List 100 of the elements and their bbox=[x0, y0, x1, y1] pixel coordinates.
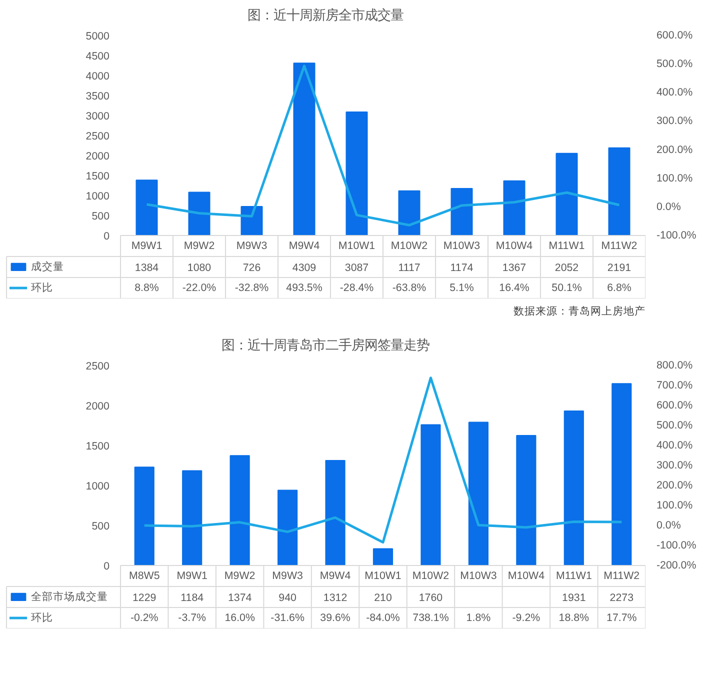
y-tick-label: 0 bbox=[104, 230, 110, 242]
data-label: 1760 bbox=[418, 592, 443, 604]
source-note: 数据来源：青岛网上房地产 bbox=[514, 304, 646, 318]
data-label: -3.7% bbox=[178, 612, 207, 624]
y-tick-label: 3500 bbox=[86, 90, 110, 102]
y-tick-label: 2500 bbox=[86, 360, 110, 372]
bar bbox=[608, 147, 630, 236]
y2-tick-label: -200.0% bbox=[656, 560, 697, 572]
line-series bbox=[143, 376, 623, 544]
data-label: 1931 bbox=[562, 592, 586, 604]
x-tick-label: M11W1 bbox=[556, 570, 592, 582]
data-label: 738.1% bbox=[412, 612, 450, 624]
x-tick-label: M10W3 bbox=[460, 570, 497, 582]
data-label: 4309 bbox=[292, 262, 316, 274]
bar bbox=[420, 424, 441, 566]
data-label: 1367 bbox=[502, 262, 526, 274]
x-tick-label: M9W3 bbox=[272, 570, 304, 582]
y2-tick-label: 600.0% bbox=[656, 400, 694, 412]
x-tick-label: M10W4 bbox=[496, 240, 533, 252]
y-tick-label: 0 bbox=[104, 560, 110, 572]
line-series bbox=[146, 64, 620, 226]
data-label: 1117 bbox=[398, 262, 420, 274]
y2-tick-label: -100.0% bbox=[656, 540, 697, 552]
legend-label: 环比 bbox=[31, 610, 53, 626]
x-tick-label: M9W1 bbox=[131, 240, 162, 252]
data-label: 16.0% bbox=[224, 612, 256, 624]
data-label: 2052 bbox=[554, 262, 579, 274]
y-tick-label: 1500 bbox=[86, 170, 110, 182]
y-tick-label: 2500 bbox=[86, 130, 110, 142]
y2-tick-label: -100.0% bbox=[656, 230, 697, 242]
data-label: 6.8% bbox=[607, 282, 632, 294]
x-tick-label: M9W3 bbox=[236, 240, 268, 252]
y-tick-label: 500 bbox=[92, 210, 110, 222]
x-tick-label: M10W3 bbox=[443, 240, 480, 252]
data-label: 493.5% bbox=[286, 282, 323, 294]
x-tick-label: M11W1 bbox=[548, 240, 585, 252]
data-label: -0.2% bbox=[130, 612, 159, 624]
bar bbox=[182, 470, 202, 566]
data-label: 18.8% bbox=[558, 612, 590, 624]
data-label: 1374 bbox=[228, 592, 252, 604]
bar bbox=[468, 422, 488, 566]
bar bbox=[398, 190, 420, 236]
x-tick-label: M11W2 bbox=[601, 240, 638, 252]
x-tick-label: M9W2 bbox=[224, 570, 256, 582]
bar bbox=[556, 152, 578, 236]
chart-title: 图：近十周青岛市二手房网签量走势 bbox=[222, 338, 430, 352]
y2-tick-label: 100.0% bbox=[656, 500, 694, 512]
data-label: 1174 bbox=[450, 262, 474, 274]
bar bbox=[372, 548, 394, 566]
data-label: 1080 bbox=[187, 262, 212, 274]
bar bbox=[325, 460, 346, 566]
chart-title: 图：近十周新房全市成交量 bbox=[248, 8, 404, 22]
y2-tick-label: 400.0% bbox=[656, 86, 694, 99]
data-label: 2273 bbox=[610, 592, 634, 604]
y-tick-label: 3000 bbox=[86, 110, 110, 122]
data-label: 940 bbox=[278, 592, 297, 604]
legend-label: 环比 bbox=[31, 280, 53, 296]
x-tick-label: M10W1 bbox=[338, 240, 376, 252]
x-tick-label: M8W5 bbox=[128, 570, 160, 582]
y-tick-label: 1500 bbox=[86, 440, 110, 452]
x-tick-label: M10W4 bbox=[508, 570, 545, 582]
y2-tick-label: 400.0% bbox=[656, 440, 694, 452]
data-label: 17.7% bbox=[606, 612, 638, 624]
data-label: -28.4% bbox=[340, 282, 374, 294]
bar bbox=[564, 410, 584, 566]
data-label: 1229 bbox=[132, 592, 156, 604]
data-label: 8.8% bbox=[134, 282, 160, 294]
bar bbox=[503, 180, 526, 236]
y-tick-label: 4000 bbox=[86, 70, 110, 82]
bar bbox=[450, 188, 473, 236]
bar bbox=[612, 383, 632, 566]
y2-tick-label: 300.0% bbox=[656, 115, 694, 128]
data-label: -9.2% bbox=[512, 612, 541, 624]
bar bbox=[230, 455, 250, 566]
data-label: 50.1% bbox=[552, 282, 582, 294]
y-tick-label: 500 bbox=[92, 520, 110, 532]
data-label: -31.6% bbox=[270, 612, 305, 624]
data-label: 726 bbox=[242, 262, 261, 274]
y2-tick-label: 200.0% bbox=[656, 480, 694, 492]
y2-tick-label: 200.0% bbox=[656, 144, 694, 156]
y2-tick-label: 0.0% bbox=[656, 200, 682, 213]
data-label: 210 bbox=[374, 592, 392, 604]
y-tick-label: 2000 bbox=[86, 150, 110, 162]
x-tick-label: M9W2 bbox=[184, 240, 215, 252]
y2-tick-label: 300.0% bbox=[656, 460, 694, 472]
data-label: 39.6% bbox=[320, 612, 351, 624]
data-label: 16.4% bbox=[499, 282, 530, 294]
y2-tick-label: 700.0% bbox=[656, 380, 694, 392]
x-tick-label: M9W4 bbox=[288, 240, 320, 252]
y2-tick-label: 0.0% bbox=[656, 520, 682, 532]
y-tick-label: 1000 bbox=[86, 480, 110, 492]
data-label: -22.0% bbox=[182, 282, 217, 294]
bar bbox=[516, 435, 536, 566]
data-label: 5.1% bbox=[450, 282, 474, 294]
bar bbox=[136, 180, 158, 236]
bar bbox=[188, 192, 210, 236]
y2-tick-label: 800.0% bbox=[656, 360, 694, 372]
legend-label: 成交量 bbox=[31, 260, 64, 274]
x-tick-label: M10W2 bbox=[412, 570, 450, 582]
data-label: 3087 bbox=[344, 262, 369, 274]
